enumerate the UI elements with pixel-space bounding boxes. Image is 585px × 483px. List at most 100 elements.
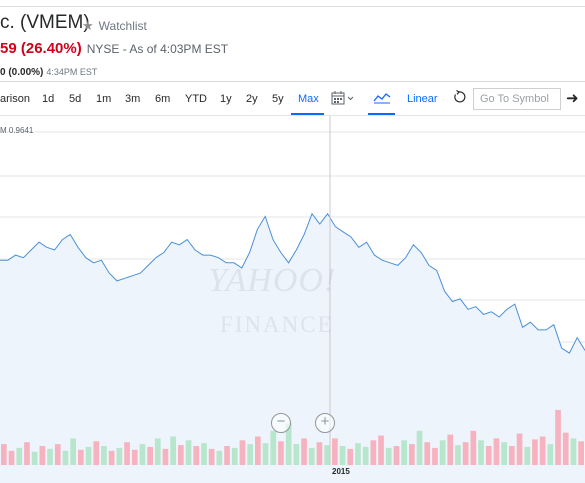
range-3m[interactable]: 3m	[125, 93, 141, 105]
volume-bar	[285, 423, 292, 465]
chart-toolbar: arison 1d 5d 1m 3m 6m YTD 1y 2y 5y Max L…	[0, 82, 585, 116]
volume-bar	[532, 439, 538, 466]
price-exchange-meta: NYSE - As of 4:03PM EST	[86, 42, 229, 56]
volume-bar	[124, 442, 130, 465]
after-hours-line: 0 (0.00%) 4:34PM EST	[0, 62, 97, 80]
volume-bar	[224, 446, 230, 465]
volume-bar	[208, 448, 215, 466]
reset-icon[interactable]	[452, 90, 466, 104]
volume-bar	[8, 450, 15, 466]
volume-bar	[231, 447, 238, 465]
volume-bar	[93, 441, 100, 466]
volume-bar	[70, 438, 76, 465]
watermark-finance: FINANCE	[220, 312, 334, 337]
volume-bar	[516, 433, 523, 465]
comparison-button[interactable]: arison	[0, 93, 30, 105]
volume-bar	[347, 448, 354, 466]
after-hours-change: 0 (0.00%)	[0, 67, 44, 78]
volume-bar	[239, 440, 246, 465]
volume-bar	[539, 436, 546, 465]
volume-bar	[216, 450, 223, 466]
chart-hover-label: M 0.9641	[0, 126, 34, 135]
volume-bar	[270, 430, 277, 465]
range-1y[interactable]: 1y	[220, 93, 232, 105]
range-max-indicator	[291, 113, 324, 115]
watchlist-label: Watchlist	[98, 19, 147, 33]
scale-toggle[interactable]: Linear	[407, 93, 438, 105]
volume-bar	[139, 444, 146, 465]
price-change: 59 (26.40%)	[0, 40, 82, 57]
after-hours-time: 4:34PM EST	[46, 67, 98, 77]
arrow-right-icon[interactable]: ➜	[566, 90, 579, 107]
zoom-in-icon[interactable]: +	[315, 413, 335, 433]
go-to-symbol-input[interactable]	[473, 88, 561, 110]
volume-bar	[1, 444, 7, 465]
volume-bar	[501, 442, 507, 465]
chart-type-indicator	[368, 113, 395, 115]
volume-bar	[39, 446, 46, 465]
price-area-fill	[0, 213, 585, 483]
volume-bar	[85, 446, 92, 465]
volume-bar	[162, 448, 169, 466]
volume-bar	[362, 446, 369, 465]
volume-bar	[293, 444, 300, 465]
volume-bar	[101, 446, 107, 465]
volume-bar	[147, 446, 153, 465]
line-chart-icon[interactable]	[373, 92, 391, 104]
volume-bar	[255, 436, 261, 465]
volume-bar	[193, 446, 200, 465]
volume-bar	[201, 443, 207, 465]
volume-bar	[578, 441, 584, 466]
range-ytd[interactable]: YTD	[185, 93, 207, 105]
volume-bar	[478, 440, 484, 465]
volume-bar	[262, 443, 269, 465]
range-1d[interactable]: 1d	[42, 93, 55, 105]
volume-bar	[470, 430, 477, 465]
volume-bar	[54, 444, 61, 465]
volume-bar	[547, 444, 554, 465]
range-1m[interactable]: 1m	[96, 93, 112, 105]
volume-bar	[485, 446, 492, 465]
volume-bar	[370, 440, 377, 465]
x-axis-tick-label: 2015	[332, 467, 350, 476]
volume-bar	[493, 438, 500, 465]
volume-bar	[424, 442, 431, 465]
volume-bar	[416, 430, 423, 465]
volume-bar	[570, 438, 577, 465]
price-line: 59 (26.40%) NYSE - As of 4:03PM EST	[0, 40, 228, 58]
volume-bar	[555, 409, 561, 465]
range-5d[interactable]: 5d	[69, 93, 82, 105]
volume-bar	[455, 445, 461, 465]
range-2y[interactable]: 2y	[246, 93, 258, 105]
volume-bar	[170, 436, 176, 465]
zoom-out-icon[interactable]: −	[271, 413, 291, 433]
volume-bar	[562, 432, 569, 465]
volume-bar	[524, 446, 531, 465]
star-icon: ★	[82, 18, 94, 33]
volume-bar	[355, 443, 361, 465]
watchlist-button[interactable]: ★ Watchlist	[82, 18, 147, 34]
range-6m[interactable]: 6m	[155, 93, 171, 105]
volume-bar	[401, 440, 407, 465]
volume-bar	[62, 450, 69, 466]
volume-bar	[247, 444, 253, 465]
volume-bar	[278, 441, 284, 466]
volume-bar	[24, 442, 30, 465]
volume-bar	[409, 444, 415, 465]
header-top-border	[0, 0, 585, 7]
volume-bar	[378, 435, 384, 465]
volume-bar	[462, 442, 469, 465]
price-chart[interactable]	[0, 116, 585, 483]
range-max[interactable]: Max	[298, 93, 319, 105]
volume-bar	[116, 447, 123, 465]
volume-bar	[308, 447, 315, 465]
volume-bar	[185, 440, 192, 465]
range-5y[interactable]: 5y	[272, 93, 284, 105]
calendar-icon[interactable]	[331, 91, 355, 105]
volume-bar	[316, 442, 323, 465]
volume-bar	[154, 438, 161, 465]
company-title: c. (VMEM)	[0, 12, 90, 33]
volume-bar	[332, 438, 338, 465]
volume-bar	[439, 440, 446, 465]
volume-bar	[47, 448, 53, 466]
